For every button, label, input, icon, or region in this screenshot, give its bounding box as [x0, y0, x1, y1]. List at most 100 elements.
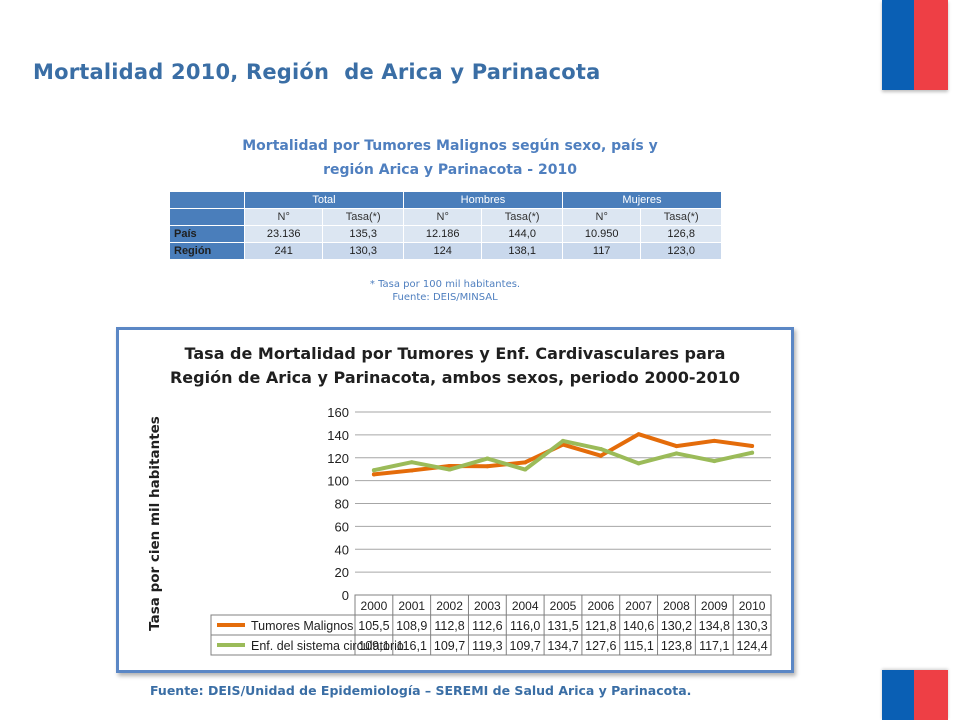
data-label: 116,0: [510, 619, 540, 633]
data-label: 109,7: [510, 639, 541, 653]
data-point: [485, 456, 490, 461]
data-label: 127,6: [585, 639, 616, 653]
x-tick-label: 2010: [739, 599, 766, 613]
y-tick-label: 160: [327, 405, 349, 420]
x-tick-label: 2007: [625, 599, 652, 613]
table-corner-cell: [169, 208, 245, 226]
data-label: 109,7: [434, 639, 465, 653]
x-tick-label: 2003: [474, 599, 501, 613]
data-label: 105,5: [358, 619, 389, 633]
table-cell: 130,3: [322, 242, 404, 260]
data-label: 112,8: [434, 619, 464, 633]
table-note-source: Fuente: DEIS/MINSAL: [392, 292, 498, 303]
data-point: [523, 460, 528, 465]
data-label: 117,1: [699, 639, 729, 653]
data-point: [750, 443, 755, 448]
table-cell: 126,8: [640, 225, 722, 243]
data-label: 131,5: [547, 619, 578, 633]
table-cell: 117: [561, 242, 642, 260]
y-tick-label: 140: [327, 428, 349, 443]
table-subheader: N°: [243, 208, 324, 226]
data-label: 134,7: [547, 639, 578, 653]
table-note-rate: * Tasa por 100 mil habitantes.: [369, 279, 521, 290]
chart-title-line1: Tasa de Mortalidad por Tumores y Enf. Ca…: [184, 344, 726, 363]
data-label: 108,9: [396, 619, 427, 633]
line-chart: 0 20 40 60 80 100 120 140 160 2000 2001 2002 2003 200…: [147, 405, 772, 656]
x-tick-label: 2002: [436, 599, 463, 613]
y-tick-label: 80: [335, 497, 349, 512]
table-cell: 144,0: [481, 225, 563, 243]
table-note: * Tasa por 100 mil habitantes. Fuente: D…: [300, 278, 590, 304]
data-point: [561, 438, 565, 443]
y-tick-label: 40: [335, 542, 349, 557]
data-point: [447, 463, 452, 468]
table-subheader: Tasa(*): [322, 208, 404, 226]
data-point: [409, 460, 414, 465]
data-label: 130,2: [661, 619, 692, 633]
table-row-label: País: [169, 225, 245, 243]
y-axis-label: Tasa por cien mil habitantes: [147, 416, 163, 631]
table-cell: 23.136: [243, 225, 324, 243]
y-tick-label: 120: [327, 451, 349, 466]
data-label: 116,1: [397, 639, 427, 653]
data-label: 112,6: [472, 619, 502, 633]
table-row: Región 241 130,3 124 138,1 117 123,0: [169, 242, 722, 260]
table-title-line2: región Arica y Parinacota - 2010: [323, 162, 577, 178]
chart-frame: Tasa de Mortalidad por Tumores y Enf. Ca…: [116, 327, 794, 673]
x-tick-label: 2004: [512, 599, 539, 613]
table-subheader: N°: [561, 208, 642, 226]
table-cell: 12.186: [402, 225, 483, 243]
data-point: [598, 453, 603, 458]
x-tick-label: 2009: [701, 599, 728, 613]
data-point: [712, 438, 717, 443]
data-label: 134,8: [699, 619, 730, 633]
x-tick-label: 2005: [550, 599, 577, 613]
data-point: [636, 432, 641, 437]
data-label: 130,3: [736, 619, 767, 633]
legend-label: Tumores Malignos: [251, 619, 353, 633]
table-cell: 135,3: [322, 225, 404, 243]
data-point: [409, 468, 414, 473]
table-cell: 123,0: [640, 242, 722, 260]
flag-logo-bottom: [882, 670, 948, 720]
table-title-line1: Mortalidad por Tumores Malignos según se…: [242, 138, 658, 154]
y-tick-label: 100: [327, 474, 349, 489]
chart-title: Tasa de Mortalidad por Tumores y Enf. Ca…: [119, 342, 791, 390]
legend-label: Enf. del sistema circulatorio: [251, 639, 404, 653]
table-corner-cell: [169, 191, 245, 209]
y-tick-label: 60: [335, 519, 349, 534]
data-label: 109,1: [358, 639, 389, 653]
table-subheader: Tasa(*): [481, 208, 563, 226]
x-tick-label: 2001: [398, 599, 425, 613]
footer-source: Fuente: DEIS/Unidad de Epidemiología – S…: [150, 683, 692, 698]
data-point: [447, 467, 452, 472]
data-point: [712, 459, 717, 464]
table-row-label: Región: [169, 242, 245, 260]
x-tick-label: 2008: [663, 599, 690, 613]
table-row: País 23.136 135,3 12.186 144,0 10.950 12…: [169, 225, 722, 243]
table-group-header: Mujeres: [561, 191, 723, 209]
data-label: 123,8: [661, 639, 692, 653]
table-cell: 10.950: [561, 225, 642, 243]
x-tick-label: 2000: [361, 599, 388, 613]
table-subheader-row: N° Tasa(*) N° Tasa(*) N° Tasa(*): [169, 208, 722, 226]
table-group-header: Total: [244, 191, 404, 209]
data-point: [598, 447, 603, 452]
data-label: 140,6: [623, 619, 654, 633]
data-label: 119,3: [472, 639, 502, 653]
data-point: [750, 450, 755, 455]
mortality-table: Total Hombres Mujeres N° Tasa(*) N° Tasa…: [169, 191, 723, 260]
data-point: [371, 472, 376, 477]
data-point: [636, 461, 641, 466]
page-title: Mortalidad 2010, Región de Arica y Parin…: [33, 60, 601, 84]
x-tick-label: 2006: [587, 599, 614, 613]
table-group-header-row: Total Hombres Mujeres: [169, 191, 723, 209]
table-cell: 124: [402, 242, 483, 260]
data-point: [674, 451, 679, 456]
table-subheader: N°: [402, 208, 483, 226]
data-point: [485, 464, 490, 469]
flag-logo-top: [882, 0, 948, 90]
y-tick-label: 20: [335, 565, 349, 580]
data-point: [371, 468, 376, 473]
data-point: [674, 444, 679, 449]
